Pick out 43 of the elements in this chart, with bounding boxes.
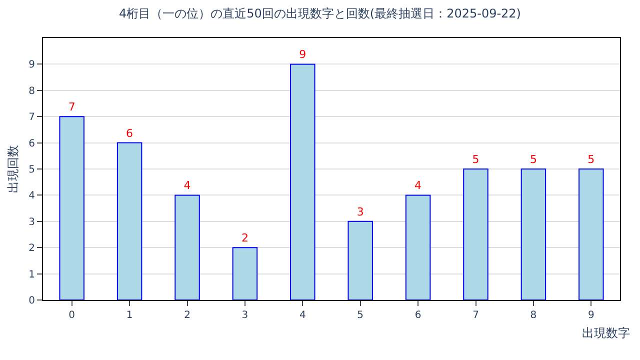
- y-tick-label: 2: [28, 243, 35, 254]
- y-tick-label: 0: [28, 296, 35, 306]
- x-tick-label: 8: [530, 310, 537, 321]
- data-label: 5: [472, 153, 480, 166]
- x-tick-label: 0: [68, 310, 76, 321]
- data-label: 9: [299, 48, 306, 62]
- bar: [290, 64, 316, 300]
- y-tick-label: 7: [28, 112, 35, 124]
- data-label: 4: [414, 179, 422, 192]
- y-axis-title: 出現回数: [6, 145, 20, 193]
- bar: [232, 247, 258, 300]
- data-label: 3: [356, 205, 364, 218]
- data-label: 5: [588, 153, 595, 166]
- y-tick-label: 1: [28, 269, 35, 280]
- y-tick-label: 3: [28, 216, 35, 228]
- data-label: 7: [68, 100, 76, 114]
- x-tick-label: 3: [242, 310, 248, 321]
- x-tick-label: 6: [414, 310, 422, 321]
- y-tick-label: 9: [28, 60, 35, 71]
- bar: [348, 220, 373, 300]
- bar: [59, 116, 84, 300]
- y-tick-label: 4: [28, 190, 35, 202]
- y-tick-label: 5: [28, 164, 35, 176]
- y-tick-label: 6: [28, 138, 35, 150]
- bar: [405, 194, 431, 300]
- bar: [578, 168, 604, 300]
- x-tick-label: 2: [184, 310, 190, 321]
- data-label: 2: [241, 232, 248, 245]
- data-label: 6: [126, 126, 134, 140]
- chart-title: 4桁目（一の位）の直近50回の出現数字と回数(最終抽選日：2025-09-22): [118, 6, 522, 20]
- x-tick-label: 7: [472, 310, 479, 321]
- x-tick-label: 9: [588, 310, 594, 321]
- x-axis-title: 出現数字: [582, 326, 630, 340]
- bar: [520, 168, 546, 300]
- x-tick-label: 5: [357, 310, 364, 321]
- x-tick-label: 4: [299, 310, 306, 321]
- data-label: 5: [530, 153, 537, 166]
- bar: [463, 168, 488, 300]
- x-tick-label: 1: [126, 310, 133, 321]
- bar: [116, 142, 142, 300]
- y-tick-label: 8: [28, 86, 35, 97]
- bar: [174, 194, 200, 300]
- data-label: 4: [184, 179, 191, 192]
